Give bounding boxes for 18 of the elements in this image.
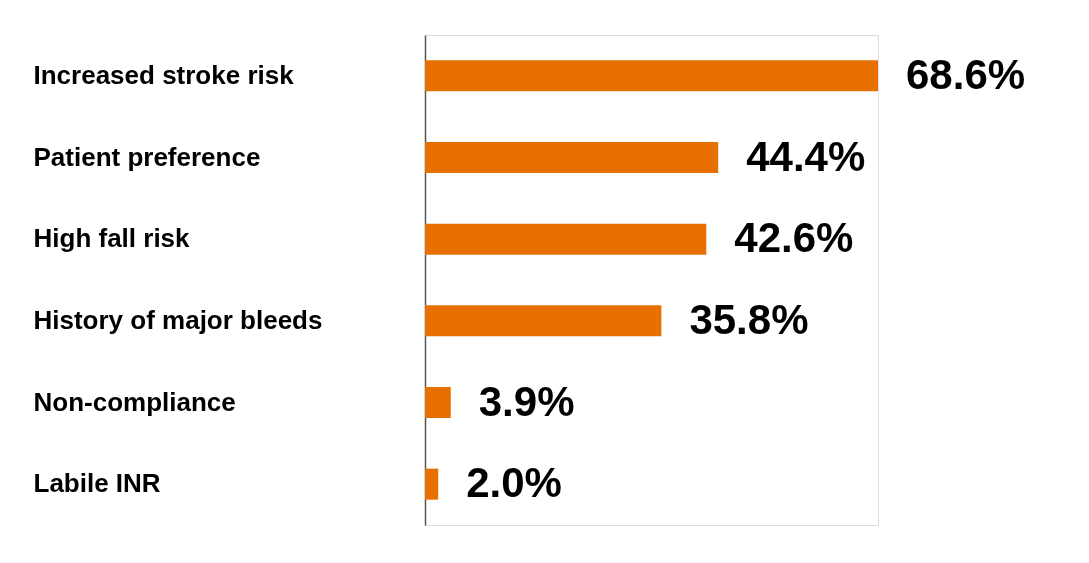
bar bbox=[425, 223, 707, 255]
bar bbox=[425, 60, 878, 92]
y-tick-label: High fall risk bbox=[33, 223, 191, 254]
data-label: 2.0% bbox=[466, 459, 562, 507]
bar bbox=[425, 468, 439, 500]
y-tick-label: Increased stroke risk bbox=[33, 59, 295, 90]
bar bbox=[425, 305, 662, 337]
data-label: 35.8% bbox=[689, 295, 809, 343]
data-label: 42.6% bbox=[734, 214, 854, 262]
bar bbox=[425, 386, 451, 419]
data-label: 68.6% bbox=[906, 50, 1026, 98]
data-label: 3.9% bbox=[478, 377, 575, 425]
y-tick-label: Patient preference bbox=[33, 141, 261, 172]
data-label: 44.4% bbox=[746, 132, 866, 180]
y-tick-label: Labile INR bbox=[33, 468, 161, 499]
y-tick-label: History of major bleeds bbox=[33, 304, 323, 335]
bar bbox=[425, 141, 719, 174]
y-tick-label: Non-compliance bbox=[33, 386, 236, 417]
